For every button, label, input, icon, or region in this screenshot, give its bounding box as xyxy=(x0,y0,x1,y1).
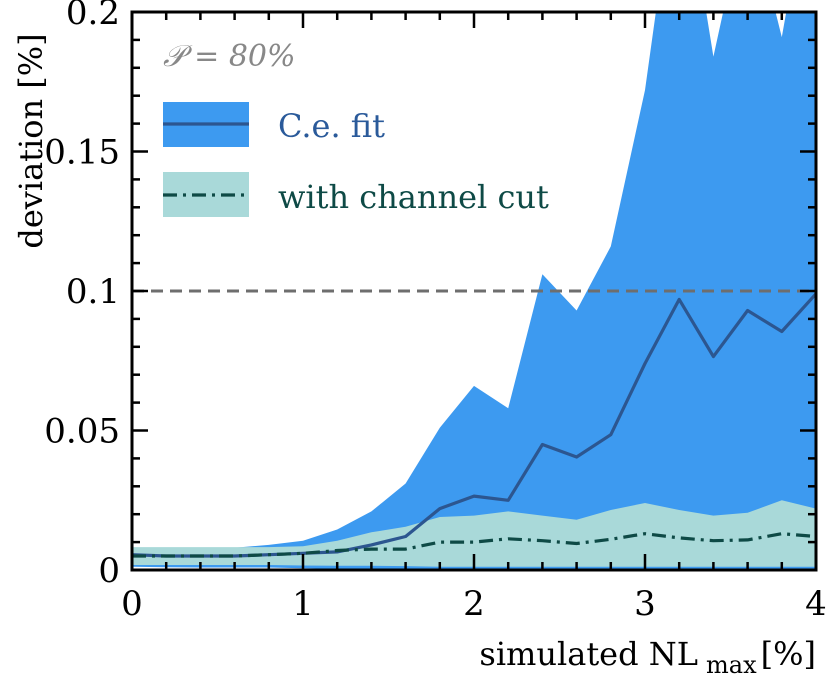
x-axis-label-unit: [%] xyxy=(761,635,816,673)
x-tick-label: 2 xyxy=(463,584,485,624)
y-tick-label: 0 xyxy=(98,551,120,591)
legend-item-channel-cut: with channel cut xyxy=(163,172,549,217)
y-tick-label: 0.05 xyxy=(44,412,120,452)
y-axis-label: deviation [%] xyxy=(12,33,50,248)
axis-ticks xyxy=(130,10,818,572)
x-tick-labels: 0 1 2 3 4 xyxy=(121,584,827,624)
polarization-annotation: 𝒫 = 80% xyxy=(163,39,296,74)
channel-cut-band xyxy=(132,500,816,567)
x-tick-label: 4 xyxy=(805,584,827,624)
legend-label-channel-cut: with channel cut xyxy=(278,178,549,216)
ce-fit-line xyxy=(132,292,816,558)
legend-item-ce-fit: C.e. fit xyxy=(163,102,385,147)
plot-area xyxy=(132,12,816,570)
legend-label-ce-fit: C.e. fit xyxy=(278,107,385,145)
y-tick-label: 0.2 xyxy=(66,0,120,33)
y-tick-label: 0.1 xyxy=(66,272,120,312)
x-axis-label-main: simulated NL xyxy=(479,635,698,673)
x-axis-label-subscript: max xyxy=(706,651,757,678)
x-tick-label: 1 xyxy=(292,584,314,624)
channel-cut-line xyxy=(132,532,816,558)
legend: C.e. fit with channel cut xyxy=(163,102,549,217)
y-tick-labels: 0 0.05 0.1 0.15 0.2 xyxy=(44,0,120,591)
x-tick-label: 0 xyxy=(121,584,143,624)
x-tick-label: 3 xyxy=(634,584,656,624)
x-axis-label: simulated NL max [%] xyxy=(479,635,816,678)
ce-fit-band xyxy=(132,12,816,570)
y-tick-label: 0.15 xyxy=(44,133,120,173)
